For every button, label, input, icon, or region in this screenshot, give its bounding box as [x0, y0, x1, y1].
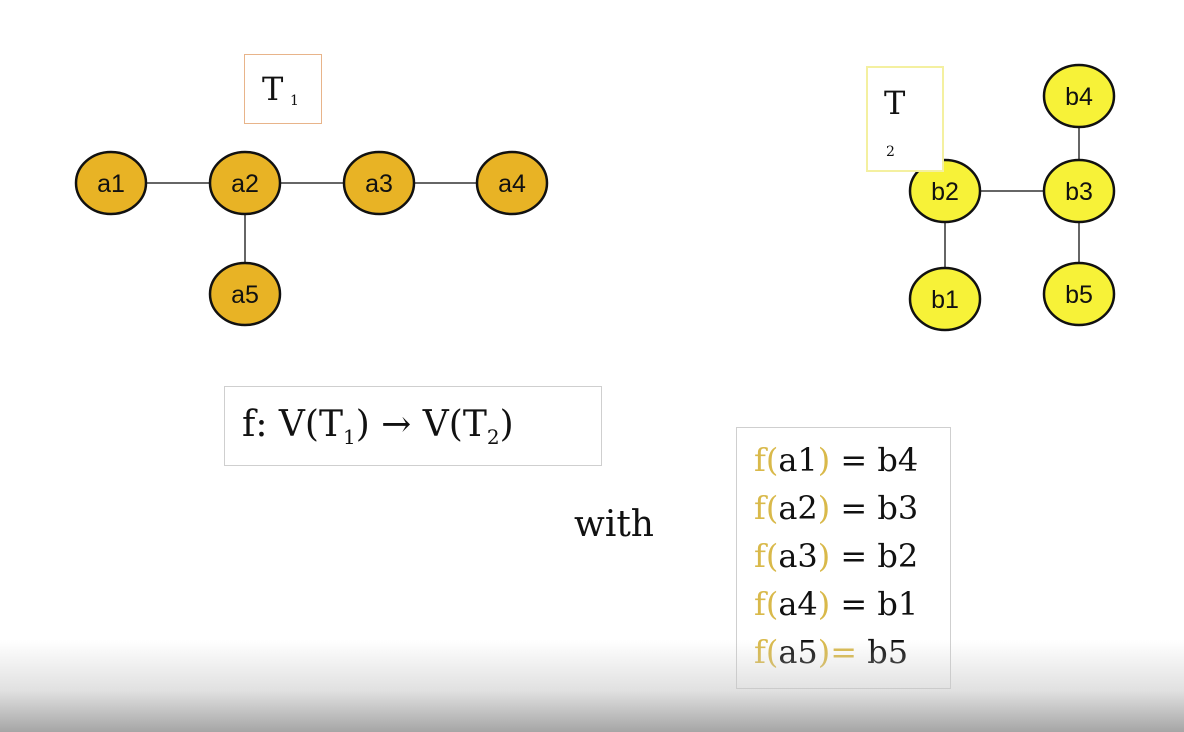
- node-a2: a2: [208, 150, 282, 216]
- node-circle: [208, 150, 282, 216]
- mapping-arg: a2: [778, 489, 818, 527]
- node-circle: [342, 150, 416, 216]
- node-a1: a1: [74, 150, 148, 216]
- node-label: a3: [365, 170, 393, 198]
- mapping-eq: =: [830, 585, 878, 623]
- mapping-row: f(a2) = b3: [754, 489, 918, 527]
- mapping-close: ): [817, 489, 831, 527]
- mapping-value: b4: [877, 441, 919, 479]
- node-label: b5: [1065, 281, 1093, 309]
- mapping-arg: a5: [778, 633, 818, 671]
- mapping-eq: =: [830, 633, 868, 671]
- node-circle: [208, 261, 282, 327]
- node-circle: [475, 150, 549, 216]
- tree2-label-box: [866, 66, 944, 172]
- function-definition: f: V(T1) → V(T2): [242, 404, 514, 449]
- function-sub2: 2: [486, 425, 500, 449]
- function-sub1: 1: [342, 425, 356, 449]
- mapping-row: f(a3) = b2: [754, 537, 918, 575]
- mapping-close: ): [817, 585, 831, 623]
- mapping-value: b3: [877, 489, 919, 527]
- node-b5: b5: [1042, 261, 1116, 327]
- mapping-f: f(: [754, 441, 779, 479]
- mapping-close: ): [817, 441, 831, 479]
- mapping-f: f(: [754, 537, 779, 575]
- mapping-value: b5: [867, 633, 909, 671]
- mapping-eq: =: [830, 489, 878, 527]
- node-circle: [1042, 158, 1116, 224]
- node-a4: a4: [475, 150, 549, 216]
- node-a5: a5: [208, 261, 282, 327]
- mapping-row: f(a1) = b4: [754, 441, 918, 479]
- mapping-f: f(: [754, 633, 779, 671]
- mapping-close: ): [817, 537, 831, 575]
- node-b3: b3: [1042, 158, 1116, 224]
- node-label: a1: [97, 170, 125, 198]
- node-circle: [74, 150, 148, 216]
- tree1-subscript: 1: [290, 93, 299, 109]
- mapping-value: b1: [877, 585, 919, 623]
- node-label: b1: [931, 286, 959, 314]
- function-prefix: f: V(T: [242, 404, 343, 445]
- mapping-arg: a3: [778, 537, 818, 575]
- function-middle: ) → V(T: [355, 404, 487, 445]
- node-circle: [908, 158, 982, 224]
- node-circle: [1042, 261, 1116, 327]
- mapping-arg: a4: [778, 585, 818, 623]
- mapping-close: ): [817, 633, 831, 671]
- node-b1: b1: [908, 266, 982, 332]
- tree2-subscript: 2: [886, 144, 895, 160]
- mapping-row: f(a5)= b5: [754, 633, 908, 671]
- function-definition-box: [224, 386, 602, 466]
- tree1-label-box: [244, 54, 322, 124]
- tree2-title: T: [884, 84, 906, 122]
- mapping-eq: =: [830, 441, 878, 479]
- mapping-eq: =: [830, 537, 878, 575]
- node-label: b4: [1065, 83, 1093, 111]
- node-a3: a3: [342, 150, 416, 216]
- with-label: with: [574, 504, 654, 545]
- mapping-f: f(: [754, 585, 779, 623]
- function-suffix: ): [499, 404, 514, 445]
- nodes-layer: a1 a2 a3 a4 a5 b1 b2 b3 b4 b5: [74, 63, 1116, 332]
- node-label: a5: [231, 281, 259, 309]
- mapping-row: f(a4) = b1: [754, 585, 918, 623]
- mapping-value: b2: [877, 537, 919, 575]
- mapping-arg: a1: [778, 441, 818, 479]
- node-circle: [1042, 63, 1116, 129]
- node-circle: [908, 266, 982, 332]
- node-label: a2: [231, 170, 259, 198]
- node-label: b2: [931, 178, 959, 206]
- mapping-f: f(: [754, 489, 779, 527]
- node-label: b3: [1065, 178, 1093, 206]
- node-b2: b2: [908, 158, 982, 224]
- tree1-title: T: [262, 70, 284, 108]
- node-b4: b4: [1042, 63, 1116, 129]
- node-label: a4: [498, 170, 526, 198]
